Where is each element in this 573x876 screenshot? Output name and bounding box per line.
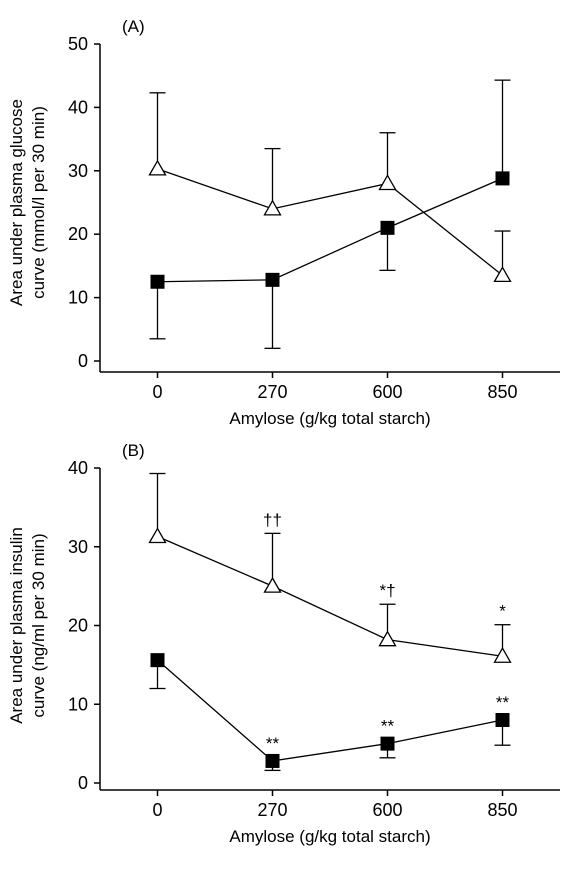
y-tick-label: 40 xyxy=(68,458,88,478)
y-axis-label: curve (ng/ml per 30 min) xyxy=(29,533,48,717)
y-axis-label: Area under plasma insulin xyxy=(7,527,26,724)
significance-label: ** xyxy=(381,717,395,736)
triangle-marker xyxy=(263,199,282,216)
y-tick-label: 10 xyxy=(68,288,88,308)
x-tick-label: 0 xyxy=(152,800,162,820)
series-line xyxy=(157,168,503,276)
y-tick-label: 50 xyxy=(68,34,88,54)
square-marker xyxy=(265,753,280,768)
square-marker xyxy=(495,171,510,186)
y-axis-label: curve (mmol/l per 30 min) xyxy=(29,106,48,299)
square-marker xyxy=(495,713,510,727)
significance-label: †† xyxy=(263,510,282,529)
x-tick-label: 0 xyxy=(152,382,162,402)
y-tick-label: 30 xyxy=(68,161,88,181)
x-tick-label: 270 xyxy=(257,800,287,820)
y-tick-label: 20 xyxy=(68,224,88,244)
series-line xyxy=(157,659,503,762)
triangle-marker xyxy=(493,646,512,663)
triangle-marker xyxy=(378,630,397,647)
y-tick-label: 40 xyxy=(68,97,88,117)
series-line xyxy=(157,177,503,283)
x-axis-label: Amylose (g/kg total starch) xyxy=(229,827,430,846)
panel-label: (B) xyxy=(122,441,145,460)
x-tick-label: 600 xyxy=(372,800,402,820)
triangle-marker xyxy=(148,159,167,176)
x-tick-label: 600 xyxy=(372,382,402,402)
significance-label: ** xyxy=(266,734,280,753)
x-tick-label: 850 xyxy=(487,382,517,402)
x-tick-label: 270 xyxy=(257,382,287,402)
panel-label: (A) xyxy=(122,17,145,36)
series-line xyxy=(157,535,503,657)
triangle-marker xyxy=(378,174,397,191)
square-marker xyxy=(380,220,395,235)
y-tick-label: 10 xyxy=(68,694,88,714)
triangle-marker xyxy=(493,266,512,283)
y-tick-label: 0 xyxy=(78,773,88,793)
significance-label: *† xyxy=(379,581,395,600)
triangle-marker xyxy=(263,576,282,593)
y-tick-label: 30 xyxy=(68,537,88,557)
x-tick-label: 850 xyxy=(487,800,517,820)
square-marker xyxy=(265,272,280,287)
significance-label: ** xyxy=(496,693,510,712)
y-tick-label: 0 xyxy=(78,351,88,371)
y-tick-label: 20 xyxy=(68,616,88,636)
y-axis-label: Area under plasma glucose xyxy=(7,99,26,306)
square-marker xyxy=(150,274,165,289)
square-marker xyxy=(150,653,165,668)
significance-label: * xyxy=(499,602,506,621)
square-marker xyxy=(380,736,395,751)
triangle-marker xyxy=(148,527,167,544)
x-axis-label: Amylose (g/kg total starch) xyxy=(229,409,430,428)
